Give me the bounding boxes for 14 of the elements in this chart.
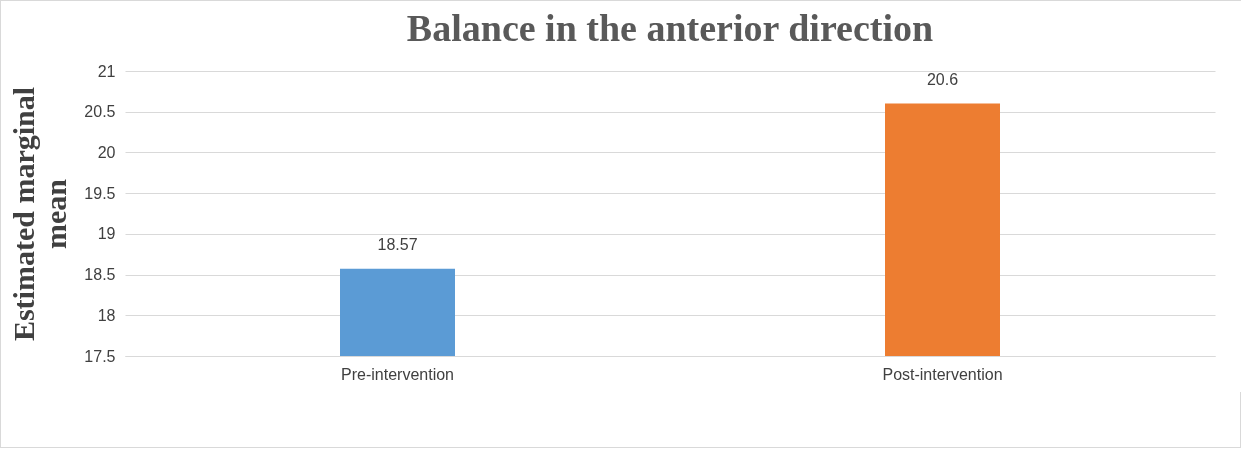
y-tick-label: 20 bbox=[97, 143, 116, 161]
data-label: 18.57 bbox=[377, 235, 418, 253]
y-axis-title: Estimated marginal mean bbox=[7, 86, 73, 342]
x-tick-label: Pre-intervention bbox=[341, 365, 454, 383]
chart-title: Balance in the anterior direction bbox=[406, 7, 934, 49]
y-tick-label: 18 bbox=[97, 306, 116, 324]
data-label: 20.6 bbox=[926, 70, 959, 88]
y-tick-label: 18.5 bbox=[84, 266, 116, 284]
y-tick-label: 19 bbox=[97, 225, 116, 243]
x-tick-label: Post-intervention bbox=[882, 365, 1003, 383]
y-tick-label: 17.5 bbox=[84, 347, 116, 365]
y-tick-label: 20.5 bbox=[84, 103, 116, 121]
y-tick-label: 19.5 bbox=[84, 184, 116, 202]
y-tick-label: 21 bbox=[97, 62, 116, 80]
